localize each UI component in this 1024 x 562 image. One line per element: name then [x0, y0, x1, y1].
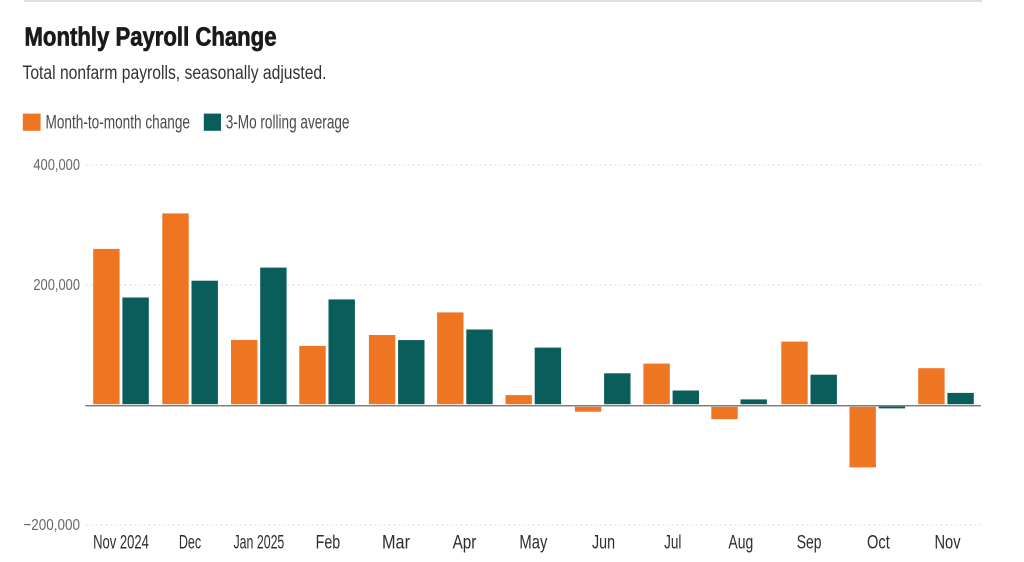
svg-text:Oct: Oct [867, 533, 890, 554]
svg-text:Month-to-month change: Month-to-month change [46, 113, 191, 134]
svg-text:May: May [519, 533, 547, 554]
svg-text:Jul: Jul [664, 533, 681, 554]
svg-text:Nov: Nov [934, 533, 960, 554]
svg-text:Mar: Mar [382, 533, 411, 554]
svg-text:Dec: Dec [179, 533, 201, 554]
svg-text:3-Mo rolling average: 3-Mo rolling average [226, 113, 350, 134]
svg-text:400,000: 400,000 [33, 157, 80, 174]
svg-text:Jun: Jun [592, 533, 615, 554]
svg-text:Aug: Aug [728, 533, 753, 554]
svg-text:200,000: 200,000 [33, 277, 80, 294]
svg-text:Sep: Sep [797, 533, 822, 554]
svg-text:Monthly Payroll Change: Monthly Payroll Change [25, 24, 277, 52]
svg-text:Jan 2025: Jan 2025 [234, 533, 285, 554]
svg-text:Apr: Apr [453, 533, 477, 554]
svg-text:Nov 2024: Nov 2024 [93, 533, 149, 554]
svg-text:Total nonfarm payrolls, season: Total nonfarm payrolls, seasonally adjus… [23, 63, 327, 84]
svg-text:−200,000: −200,000 [23, 517, 80, 534]
svg-text:Feb: Feb [316, 533, 341, 554]
